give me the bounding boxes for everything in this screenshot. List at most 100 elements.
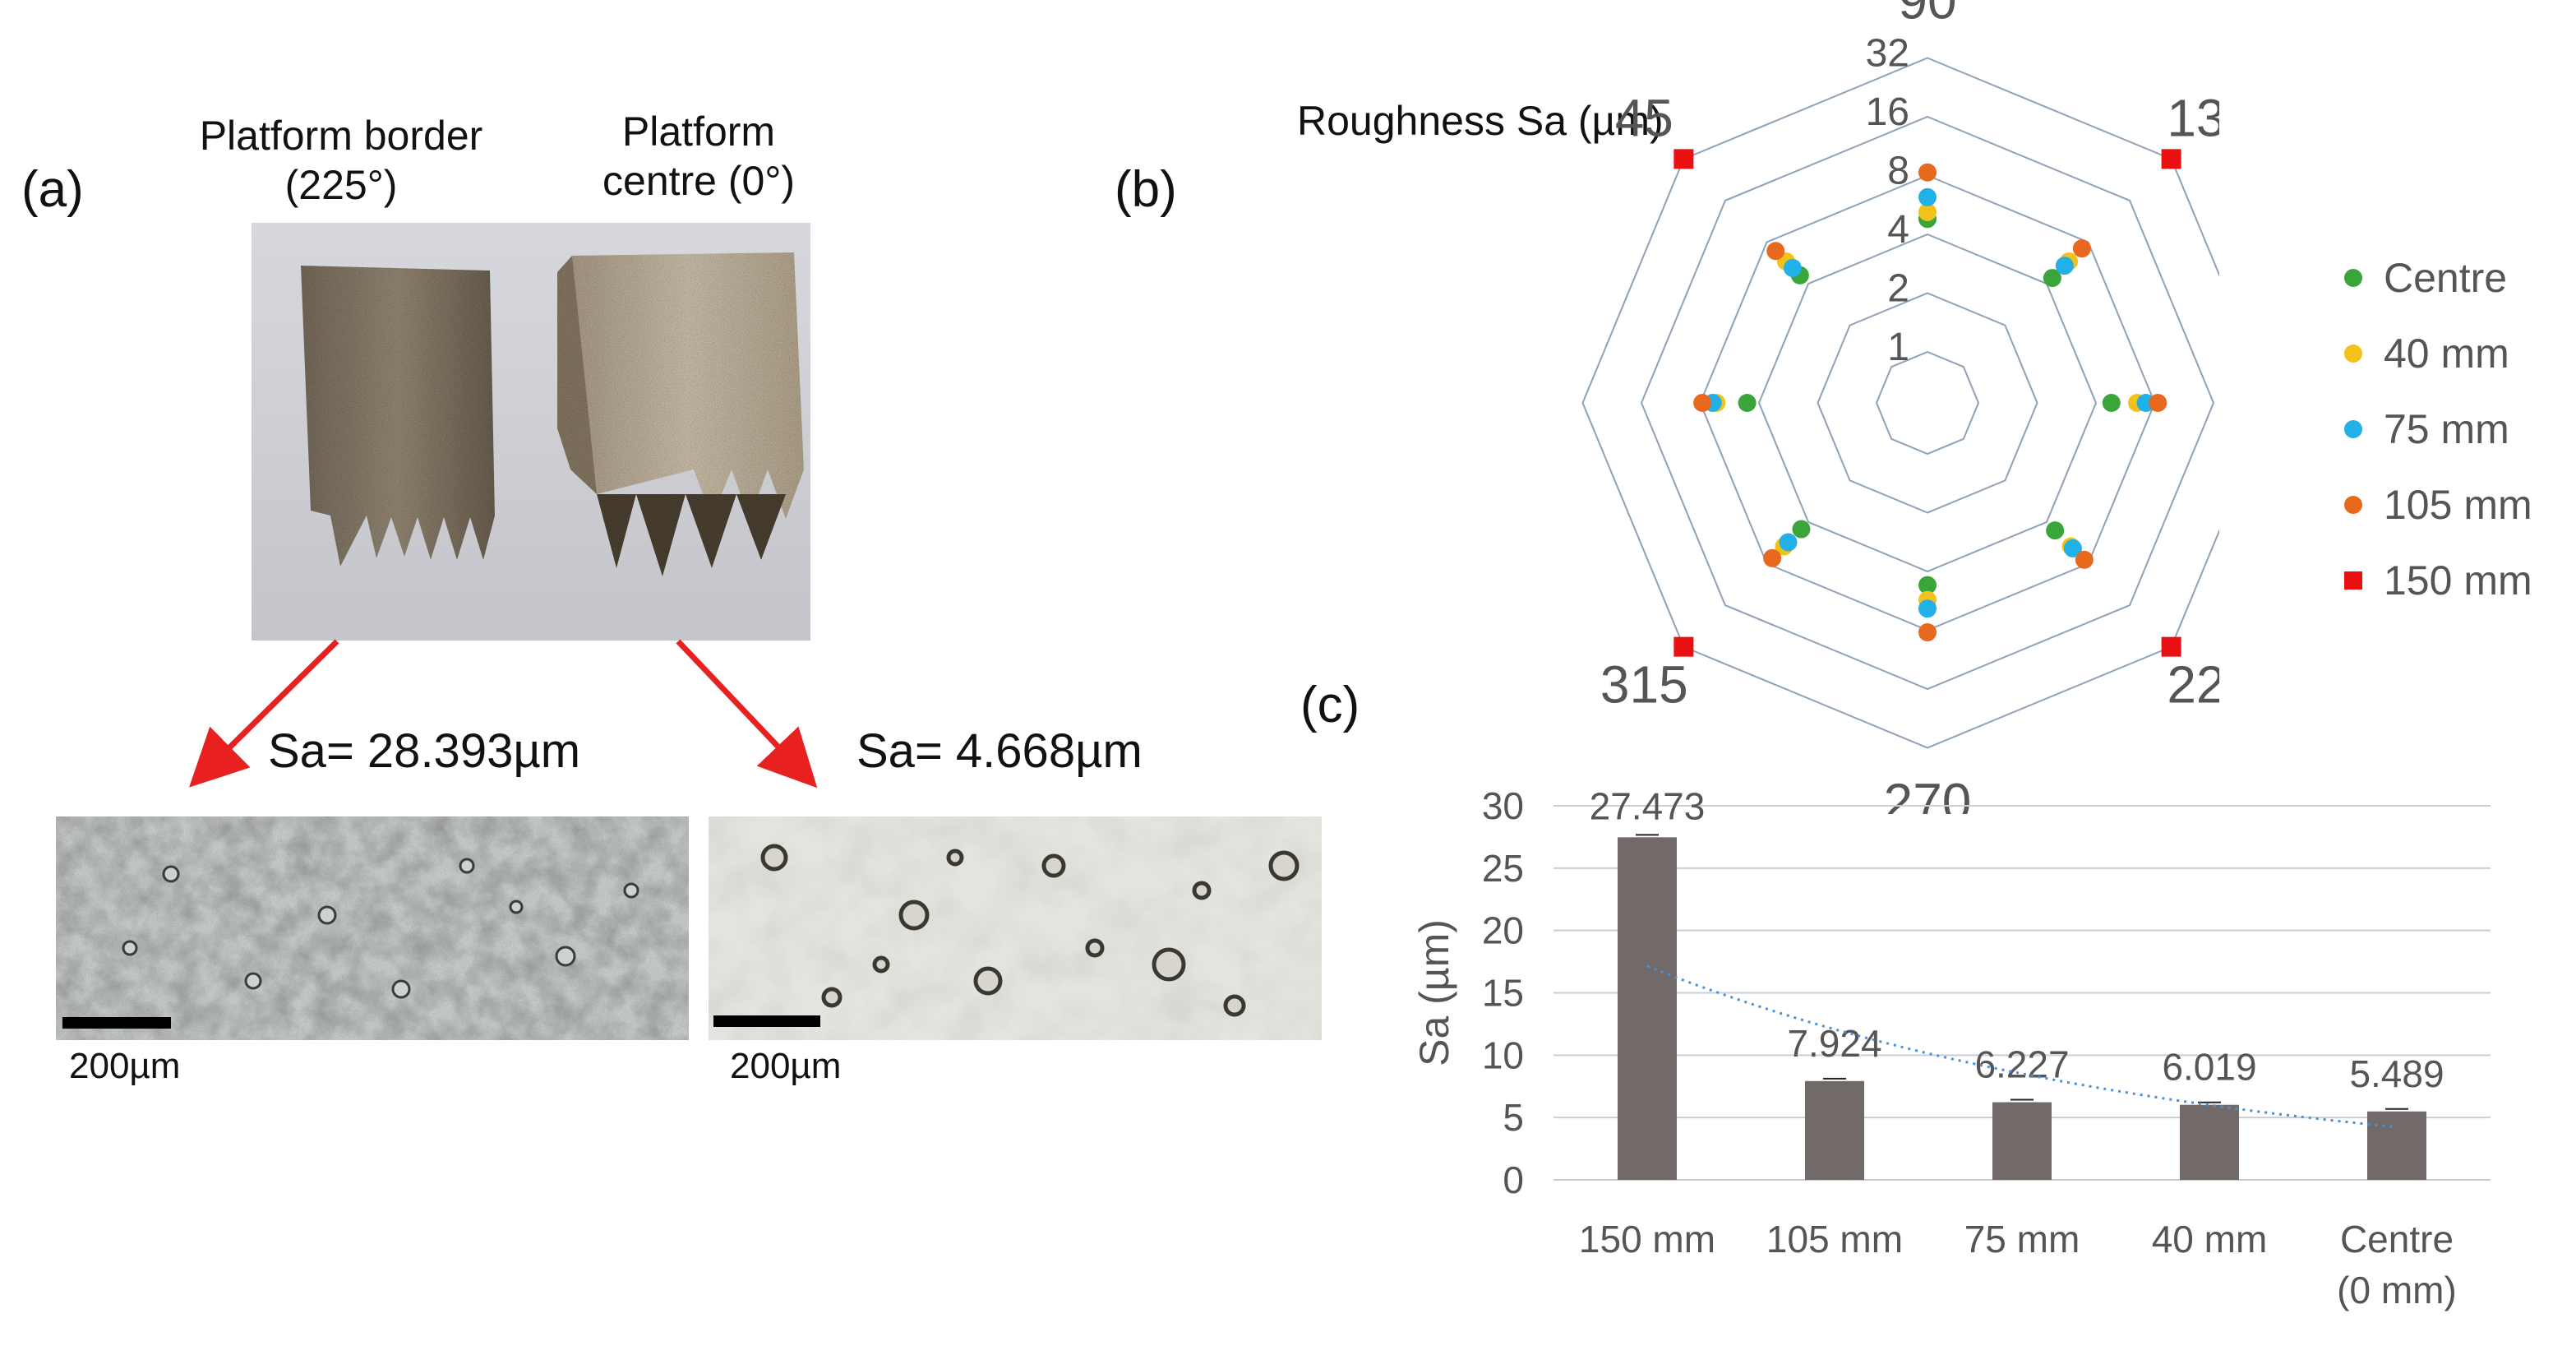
- radar-point: [2161, 149, 2181, 169]
- radar-point: [1783, 258, 1802, 277]
- border-scale-bar: [62, 1017, 171, 1029]
- legend-label: 105 mm: [2384, 482, 2532, 528]
- bar-x-tick-label: 105 mm: [1766, 1218, 1903, 1260]
- legend-label: 40 mm: [2384, 331, 2509, 377]
- radar-point: [1918, 599, 1937, 618]
- bar: [1805, 1080, 1864, 1180]
- bar-y-tick-label: 25: [1482, 847, 1524, 890]
- legend-item: 105 mm: [2344, 467, 2566, 543]
- radar-point: [1693, 394, 1712, 412]
- radar-axis-label: 225: [2167, 655, 2219, 715]
- radar-ring-label: 16: [1866, 90, 1909, 134]
- platform-border-caption: Platform border (225°): [164, 111, 518, 210]
- radar-point: [1918, 163, 1937, 182]
- radar-ring-label: 8: [1887, 150, 1909, 193]
- radar-axis-labels: 90135180225270315045: [1600, 0, 2219, 814]
- bar-y-tick-labels: 0 5 10 15 20 25 30: [1482, 784, 1524, 1201]
- radar-ring-label: 4: [1887, 208, 1909, 252]
- radar-point: [2161, 636, 2181, 657]
- radar-point: [2102, 394, 2121, 412]
- radar-ring-labels: 1 2 4 8 16 32: [1866, 32, 1909, 370]
- radar-legend: Centre 40 mm 75 mm 105 mm 150 mm: [2344, 240, 2566, 618]
- panel-b-label: (b): [1115, 161, 1177, 218]
- legend-marker: [2344, 571, 2362, 590]
- centre-scale-bar: [713, 1015, 820, 1027]
- legend-marker: [2344, 345, 2362, 363]
- bar-x-tick-label: 150 mm: [1579, 1218, 1715, 1260]
- radar-point: [1918, 202, 1937, 221]
- radar-ring-label: 1: [1887, 326, 1909, 369]
- radar-point: [1779, 533, 1798, 552]
- legend-marker: [2344, 269, 2362, 287]
- border-sa-value: Sa= 28.393µm: [268, 724, 581, 778]
- bars: [1618, 834, 2426, 1180]
- legend-item: 75 mm: [2344, 391, 2566, 467]
- radar-point: [1673, 149, 1694, 169]
- bar: [1992, 1102, 2052, 1180]
- radar-point: [2072, 239, 2091, 258]
- radar-axis-label: 45: [1615, 88, 1673, 147]
- radar-ring: [1875, 350, 1980, 456]
- centre-scale-label: 200µm: [730, 1046, 842, 1086]
- panel-a-label: (a): [21, 161, 84, 218]
- radar-point: [1918, 623, 1937, 642]
- radar-ring-label: 32: [1866, 32, 1909, 76]
- bar-y-tick-label: 0: [1503, 1159, 1524, 1201]
- bar-y-tick-label: 30: [1482, 784, 1524, 827]
- radar-point: [2046, 521, 2065, 540]
- bar-x-tick-label: Centre: [2340, 1218, 2454, 1260]
- legend-label: Centre: [2384, 255, 2508, 301]
- radar-point: [1766, 242, 1785, 261]
- radar-point: [1792, 520, 1811, 539]
- radar-ring: [1817, 292, 2038, 514]
- bar-value-label: 6.019: [2162, 1046, 2256, 1089]
- platform-border-caption-line2: (225°): [284, 162, 398, 208]
- border-micrograph: [56, 816, 689, 1040]
- centre-micrograph: [709, 816, 1322, 1040]
- radar-point: [2055, 257, 2074, 275]
- bar: [2180, 1104, 2239, 1180]
- radar-axis-label: 135: [2167, 88, 2219, 147]
- panel-c-label: (c): [1300, 677, 1360, 733]
- radar-axis-label: 315: [1600, 655, 1688, 715]
- radar-point: [2043, 269, 2061, 288]
- bar: [2367, 1111, 2426, 1180]
- radar-point: [2149, 394, 2167, 412]
- platform-centre-caption-line2: centre (0°): [602, 158, 795, 204]
- radar-ring: [1757, 233, 2098, 573]
- bar-x-tick-labels: 150 mm 105 mm 75 mm 40 mm Centre (0 mm): [1579, 1218, 2457, 1311]
- bar-y-tick-label: 10: [1482, 1034, 1524, 1076]
- bar-x-tick-label: 40 mm: [2152, 1218, 2268, 1260]
- bar-y-tick-label: 15: [1482, 972, 1524, 1015]
- arrows-layer: [189, 639, 818, 789]
- bar-value-label: 27.473: [1590, 784, 1706, 827]
- bar-x-tick-label: 75 mm: [1964, 1218, 2080, 1260]
- bar-x-tick-label: (0 mm): [2337, 1269, 2457, 1311]
- radar-ring: [1640, 115, 2215, 691]
- centre-sample-block: [557, 252, 804, 576]
- arrow-to-centre-micrograph: [676, 639, 818, 789]
- legend-marker: [2344, 496, 2362, 514]
- radar-point: [2063, 539, 2082, 557]
- platform-centre-caption: Platform centre (0°): [534, 107, 863, 206]
- legend-label: 75 mm: [2384, 406, 2509, 452]
- legend-marker: [2344, 420, 2362, 438]
- border-scale-label: 200µm: [69, 1046, 181, 1086]
- radar-ring-label: 2: [1887, 267, 1909, 311]
- border-sample-block: [301, 266, 495, 567]
- legend-item: 40 mm: [2344, 316, 2566, 391]
- radar-chart: 1248163290135180225270315045: [1581, 0, 2219, 814]
- bar-value-label: 7.924: [1787, 1022, 1881, 1065]
- legend-item: 150 mm: [2344, 543, 2566, 618]
- radar-ring: [1581, 57, 2219, 749]
- radar-title: Roughness Sa (µm): [1297, 98, 1664, 144]
- radar-point: [1738, 394, 1757, 412]
- radar-point: [1673, 636, 1694, 657]
- radar-markers: [1673, 149, 2181, 657]
- arrow-to-border-micrograph: [189, 639, 339, 788]
- radar-point: [1918, 187, 1937, 206]
- legend-item: Centre: [2344, 240, 2566, 316]
- bar-y-tick-label: 20: [1482, 909, 1524, 952]
